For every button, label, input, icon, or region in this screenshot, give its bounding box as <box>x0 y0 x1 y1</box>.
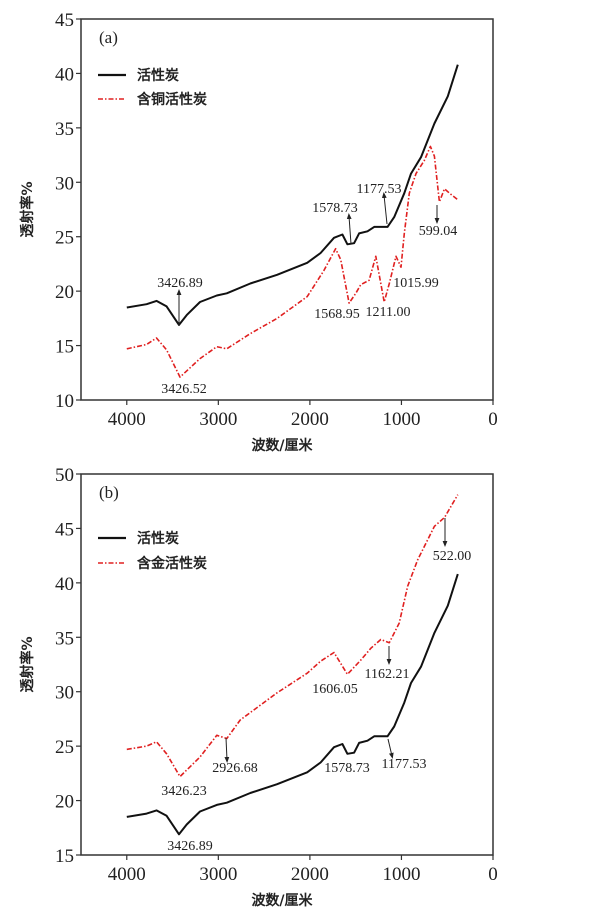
y-tick-label: 45 <box>55 10 74 31</box>
peak-annotation: 3426.89 <box>167 839 213 854</box>
x-tick-label: 2000 <box>291 409 329 430</box>
legend-label-1: 含金活性炭 <box>137 555 207 572</box>
annotation-arrow <box>224 737 230 763</box>
x-axis-label: 波数/厘米 <box>251 892 313 909</box>
y-tick-label: 35 <box>55 119 74 140</box>
x-tick-label: 1000 <box>382 864 420 885</box>
y-tick-label: 20 <box>55 792 74 813</box>
y-tick-label: 45 <box>55 519 74 540</box>
y-tick-label: 35 <box>55 628 74 649</box>
y-tick-label: 15 <box>55 337 74 358</box>
series-line-0 <box>126 573 459 836</box>
peak-annotation: 1211.00 <box>366 305 411 320</box>
annotation-arrow <box>387 738 394 759</box>
x-tick-label: 3000 <box>199 864 237 885</box>
peak-annotation: 1578.73 <box>312 201 358 216</box>
x-tick-label: 4000 <box>108 864 146 885</box>
peak-annotation: 522.00 <box>433 549 472 564</box>
y-tick-label: 25 <box>55 737 74 758</box>
peak-annotation: 3426.89 <box>157 276 203 291</box>
plot-frame <box>80 18 494 401</box>
legend-label-1: 含铜活性炭 <box>137 91 207 108</box>
x-tick-label: 2000 <box>291 864 329 885</box>
x-axis-label: 波数/厘米 <box>251 437 313 454</box>
plot-frame <box>80 473 494 856</box>
y-tick-label: 10 <box>55 391 74 412</box>
y-tick-label: 50 <box>55 465 74 486</box>
peak-annotation: 599.04 <box>419 224 458 239</box>
y-tick-label: 20 <box>55 282 74 303</box>
y-tick-label: 30 <box>55 683 74 704</box>
annotation-arrow <box>346 213 352 245</box>
chart-panel-a: 4000 3000 2000 1000 0 10 15 20 25 30 35 40 45 (a) 波数/厘… <box>19 10 498 454</box>
peak-annotation: 1015.99 <box>393 276 439 291</box>
y-axis-label: 透射率% <box>19 636 36 692</box>
y-axis-label: 透射率% <box>19 181 36 237</box>
legend-label-0: 活性炭 <box>137 67 179 84</box>
panel-label: (a) <box>99 28 118 47</box>
annotation-arrow <box>381 192 388 225</box>
y-tick-label: 30 <box>55 173 74 194</box>
peak-annotation: 1162.21 <box>365 667 410 682</box>
x-tick-label: 4000 <box>108 409 146 430</box>
y-tick-label: 15 <box>55 846 74 867</box>
legend-label-0: 活性炭 <box>137 530 179 547</box>
x-tick-label: 0 <box>488 409 498 430</box>
series-line-0 <box>126 64 459 326</box>
peak-annotation: 1177.53 <box>357 182 402 197</box>
series-line-1 <box>126 494 459 778</box>
y-tick-label: 40 <box>55 574 74 595</box>
panel-label: (b) <box>99 483 119 502</box>
peak-annotation: 1568.95 <box>314 307 360 322</box>
y-tick-label: 40 <box>55 64 74 85</box>
y-tick-label: 25 <box>55 228 74 249</box>
peak-annotation: 3426.52 <box>161 382 207 397</box>
peak-annotation: 1606.05 <box>312 682 358 697</box>
x-tick-label: 0 <box>488 864 498 885</box>
peak-annotation: 3426.23 <box>161 784 207 799</box>
peak-annotation: 1177.53 <box>382 757 427 772</box>
x-tick-label: 1000 <box>382 409 420 430</box>
x-tick-label: 3000 <box>199 409 237 430</box>
peak-annotation: 2926.68 <box>212 761 258 776</box>
series-line-1 <box>126 145 459 378</box>
chart-panel-b: 4000 3000 2000 1000 0 15 20 25 30 35 40 45 50 (b) 波数/厘… <box>19 465 498 909</box>
peak-annotation: 1578.73 <box>324 761 370 776</box>
